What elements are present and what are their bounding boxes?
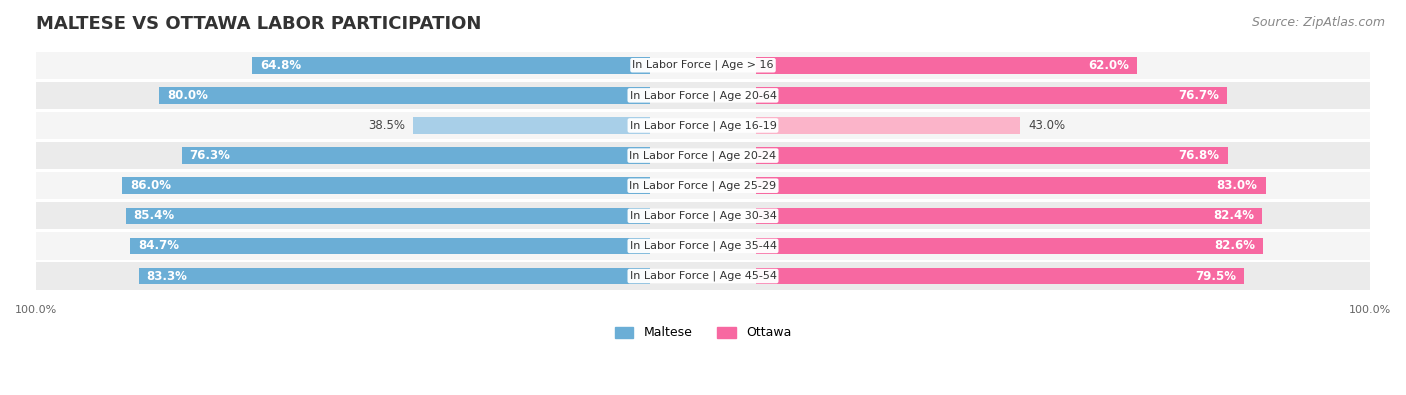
Text: 83.3%: 83.3%	[146, 269, 187, 282]
Text: Source: ZipAtlas.com: Source: ZipAtlas.com	[1251, 16, 1385, 29]
Text: In Labor Force | Age 45-54: In Labor Force | Age 45-54	[630, 271, 776, 281]
Text: MALTESE VS OTTAWA LABOR PARTICIPATION: MALTESE VS OTTAWA LABOR PARTICIPATION	[37, 15, 481, 33]
Legend: Maltese, Ottawa: Maltese, Ottawa	[610, 322, 796, 344]
Bar	[756, 57, 1136, 73]
Bar	[413, 117, 650, 134]
Text: In Labor Force | Age 30-34: In Labor Force | Age 30-34	[630, 211, 776, 221]
Text: In Labor Force | Age 25-29: In Labor Force | Age 25-29	[630, 181, 776, 191]
Text: 79.5%: 79.5%	[1195, 269, 1236, 282]
Bar	[37, 262, 1369, 290]
Text: 76.8%: 76.8%	[1178, 149, 1219, 162]
Text: 64.8%: 64.8%	[260, 59, 301, 72]
Text: 84.7%: 84.7%	[138, 239, 179, 252]
Text: In Labor Force | Age > 16: In Labor Force | Age > 16	[633, 60, 773, 70]
Bar	[37, 232, 1369, 260]
Bar	[37, 112, 1369, 139]
Text: In Labor Force | Age 35-44: In Labor Force | Age 35-44	[630, 241, 776, 251]
Bar	[37, 82, 1369, 109]
Bar	[37, 52, 1369, 79]
Text: 76.7%: 76.7%	[1178, 89, 1219, 102]
Bar	[37, 172, 1369, 199]
Bar	[129, 238, 650, 254]
Text: 82.6%: 82.6%	[1215, 239, 1256, 252]
Text: 43.0%: 43.0%	[1028, 119, 1066, 132]
Bar	[122, 177, 650, 194]
Bar	[139, 268, 650, 284]
Text: 38.5%: 38.5%	[368, 119, 405, 132]
Bar	[181, 147, 650, 164]
Text: 76.3%: 76.3%	[190, 149, 231, 162]
Text: In Labor Force | Age 16-19: In Labor Force | Age 16-19	[630, 120, 776, 131]
Text: In Labor Force | Age 20-24: In Labor Force | Age 20-24	[630, 150, 776, 161]
Bar	[756, 177, 1265, 194]
Bar	[756, 207, 1263, 224]
Text: 83.0%: 83.0%	[1216, 179, 1257, 192]
Text: 82.4%: 82.4%	[1213, 209, 1254, 222]
Bar	[159, 87, 650, 103]
Bar	[756, 268, 1244, 284]
Text: 62.0%: 62.0%	[1088, 59, 1129, 72]
Bar	[756, 87, 1227, 103]
Bar	[756, 238, 1263, 254]
Text: 85.4%: 85.4%	[134, 209, 174, 222]
Bar	[125, 207, 650, 224]
Text: 80.0%: 80.0%	[167, 89, 208, 102]
Bar	[37, 202, 1369, 229]
Bar	[756, 117, 1021, 134]
Bar	[252, 57, 650, 73]
Text: In Labor Force | Age 20-64: In Labor Force | Age 20-64	[630, 90, 776, 101]
Text: 86.0%: 86.0%	[129, 179, 172, 192]
Bar	[756, 147, 1227, 164]
Bar	[37, 142, 1369, 169]
